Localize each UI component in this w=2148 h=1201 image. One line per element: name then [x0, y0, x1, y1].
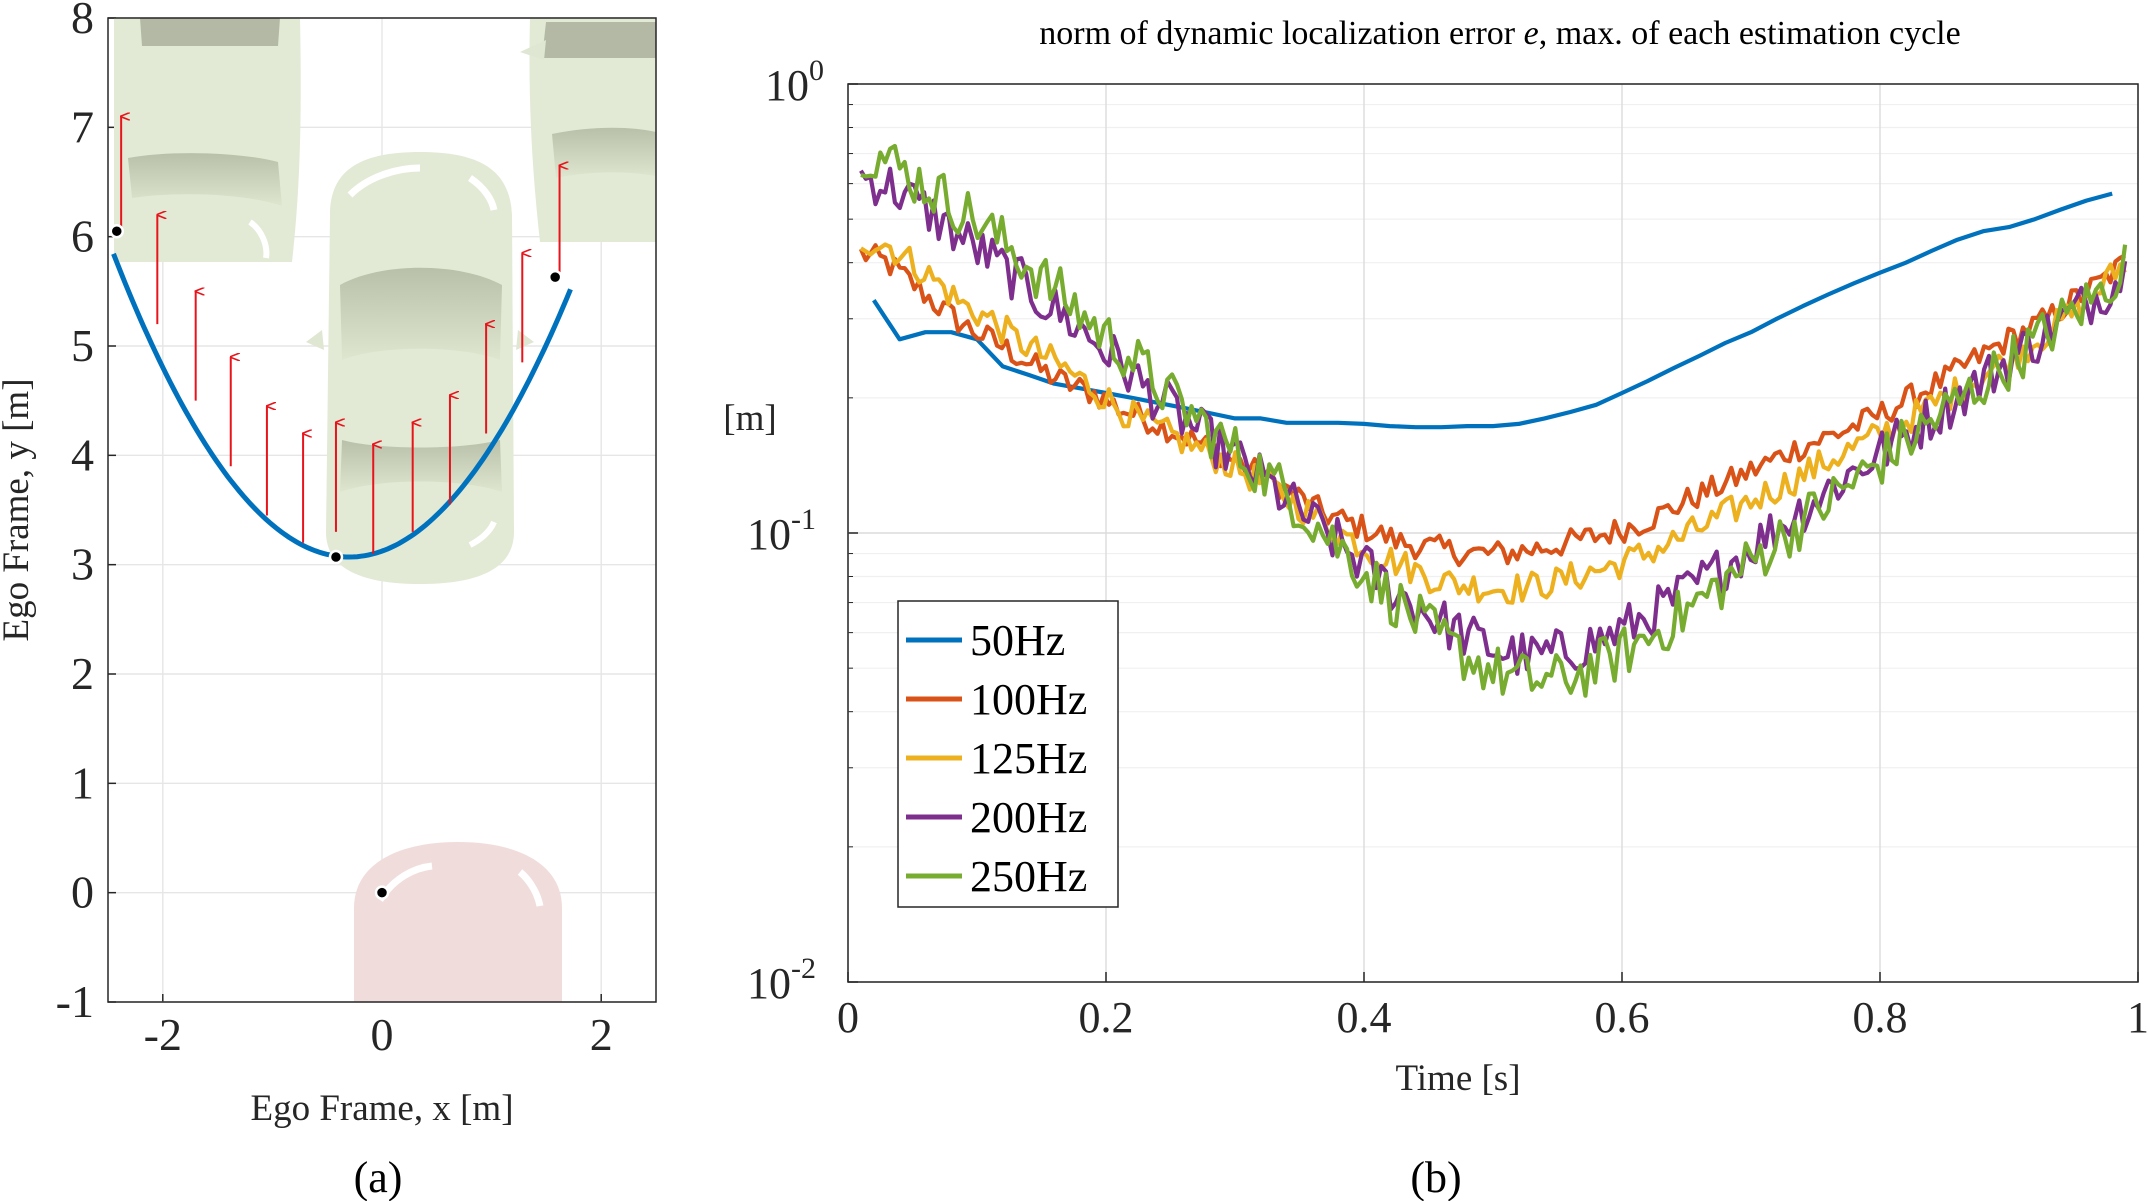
marker-point [547, 269, 563, 285]
parked-car-right-illustration [520, 18, 656, 242]
legend-box [897, 600, 1119, 908]
y-tick-label: 6 [71, 211, 94, 262]
title-variable: e [1524, 15, 1539, 52]
ego-car-illustration [354, 842, 562, 1002]
legend-label: 125Hz [970, 734, 1087, 783]
tick-labels-a: -2 0 2 -1 0 1 2 3 4 5 6 7 8 [56, 0, 613, 1060]
legend-label: 250Hz [970, 852, 1087, 901]
caption-b: (b) [1410, 1153, 1461, 1201]
x-tick-label: 2 [590, 1009, 613, 1060]
x-tick-label: 0.4 [1337, 993, 1392, 1042]
y-tick-label: -1 [56, 976, 94, 1027]
y-tick-label: 10-2 [747, 952, 816, 1008]
marker-point [328, 549, 344, 565]
x-tick-label: -2 [144, 1009, 182, 1060]
title-text: norm of dynamic localization error [1039, 15, 1523, 52]
plot-content-b [858, 143, 2128, 698]
panel-b: norm of dynamic localization error e, ma… [723, 15, 2148, 1201]
y-tick-label: 1 [71, 757, 94, 808]
series-line-250Hz [860, 143, 2128, 698]
title-text-rest: , max. of each estimation cycle [1539, 15, 1961, 52]
y-axis-label-a: Ego Frame, y [m] [0, 378, 37, 641]
y-tick-label: 10-1 [747, 503, 816, 559]
x-tick-label: 0.2 [1079, 993, 1134, 1042]
series-line-125Hz [859, 242, 2127, 605]
marker-point [109, 223, 125, 239]
series-line-50Hz [872, 191, 2113, 430]
y-axis-label-b: [m] [723, 398, 776, 439]
parked-car-center-illustration [306, 152, 534, 584]
y-tick-base: 10 [747, 510, 791, 559]
y-tick-label: 2 [71, 648, 94, 699]
y-tick-exponent: -1 [791, 503, 816, 536]
y-tick-base: 10 [747, 959, 791, 1008]
y-tick-label: 0 [71, 867, 94, 918]
x-tick-label: 0 [837, 993, 859, 1042]
x-axis-label-b: Time [s] [1395, 1058, 1520, 1099]
y-tick-label: 7 [71, 101, 94, 152]
axes-box-b [847, 83, 2139, 983]
series-line-200Hz [859, 166, 2128, 676]
y-tick-exponent: -2 [791, 952, 816, 985]
y-tick-label: 3 [71, 539, 94, 590]
legend-label: 50Hz [970, 616, 1065, 665]
axes-box-a [107, 17, 657, 1003]
plot-content-a [109, 116, 573, 900]
y-tick-base: 10 [765, 61, 809, 110]
x-tick-label: 0.8 [1853, 993, 1908, 1042]
x-tick-label: 1 [2127, 993, 2148, 1042]
panel-a: -2 0 2 -1 0 1 2 3 4 5 6 7 8 Ego Frame, x [m] Ego Fra… [0, 0, 657, 1201]
legend-label: 100Hz [970, 675, 1087, 724]
caption-a: (a) [354, 1153, 403, 1201]
marker-point [374, 885, 390, 900]
x-axis-label-a: Ego Frame, x [m] [250, 1088, 513, 1129]
y-tick-label: 5 [71, 320, 94, 371]
y-tick-label: 100 [765, 54, 824, 110]
legend: 50Hz 100Hz 125Hz 200Hz 250Hz [897, 600, 1119, 908]
y-tick-label: 8 [71, 0, 94, 43]
y-tick-label: 4 [71, 429, 94, 480]
chart-title-b: norm of dynamic localization error e, ma… [1039, 15, 1960, 52]
parked-car-left-illustration [114, 18, 301, 262]
x-tick-label: 0 [371, 1009, 394, 1060]
x-tick-label: 0.6 [1595, 993, 1650, 1042]
legend-label: 200Hz [970, 793, 1087, 842]
y-tick-exponent: 0 [809, 54, 824, 87]
